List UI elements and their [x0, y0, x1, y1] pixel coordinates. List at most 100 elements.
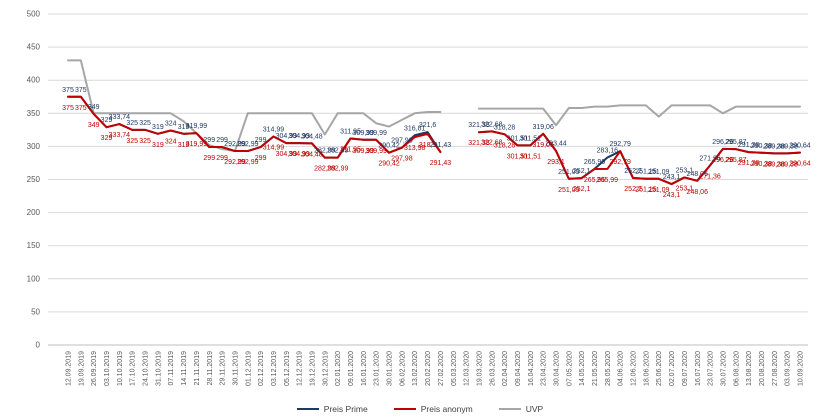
svg-text:325: 325 [139, 138, 151, 145]
svg-text:27.02.2020: 27.02.2020 [438, 351, 445, 386]
svg-text:500: 500 [27, 10, 41, 19]
series-line-preis-anonym [67, 95, 801, 186]
legend-label-preis-anonym: Preis anonym [420, 404, 473, 414]
svg-text:14.05.2020: 14.05.2020 [579, 351, 586, 386]
svg-text:325: 325 [126, 138, 138, 145]
svg-text:251,09: 251,09 [558, 169, 580, 176]
svg-text:324: 324 [165, 121, 177, 128]
svg-text:299: 299 [255, 155, 267, 162]
svg-text:319: 319 [152, 142, 164, 149]
svg-text:03.10.2019: 03.10.2019 [104, 351, 111, 386]
svg-text:20.02.2020: 20.02.2020 [425, 351, 432, 386]
svg-text:319: 319 [178, 142, 190, 149]
legend-item-uvp: UVP [498, 404, 544, 414]
legend-item-preis-prime: Preis Prime [296, 404, 368, 414]
svg-text:350: 350 [27, 109, 41, 118]
svg-text:289,38: 289,38 [776, 161, 798, 168]
svg-text:301,51: 301,51 [520, 153, 542, 160]
svg-text:07.05.2020: 07.05.2020 [566, 351, 573, 386]
svg-text:375: 375 [62, 87, 74, 94]
svg-text:299: 299 [203, 155, 215, 162]
svg-text:309,99: 309,99 [365, 130, 387, 137]
svg-text:318,28: 318,28 [494, 124, 516, 131]
svg-text:296,26: 296,26 [712, 157, 734, 164]
svg-text:282,99: 282,99 [327, 166, 349, 173]
svg-text:251,09: 251,09 [558, 187, 580, 194]
svg-text:319: 319 [152, 124, 164, 131]
svg-text:21.11.2019: 21.11.2019 [194, 351, 201, 386]
svg-text:282,99: 282,99 [314, 166, 336, 173]
svg-text:16.01.2020: 16.01.2020 [361, 351, 368, 386]
svg-text:30.07.2020: 30.07.2020 [720, 351, 727, 386]
svg-text:07.11.2019: 07.11.2019 [168, 351, 175, 386]
legend-swatch-preis-prime-line [296, 408, 319, 410]
svg-text:325: 325 [139, 120, 151, 127]
svg-text:289,38: 289,38 [764, 161, 786, 168]
svg-text:252,1: 252,1 [573, 186, 591, 193]
svg-text:03.12.2019: 03.12.2019 [271, 351, 278, 386]
svg-text:291,43: 291,43 [430, 160, 452, 167]
svg-text:282,99: 282,99 [314, 148, 336, 155]
svg-text:301,51: 301,51 [507, 135, 529, 142]
svg-text:316,81: 316,81 [404, 125, 426, 132]
svg-text:28.05.2020: 28.05.2020 [605, 351, 612, 386]
legend-label-uvp: UVP [525, 404, 544, 414]
chart-legend: Preis Prime Preis anonym UVP [0, 404, 840, 414]
svg-text:293,44: 293,44 [545, 141, 567, 148]
svg-text:292,99: 292,99 [224, 141, 246, 148]
svg-text:450: 450 [27, 43, 41, 52]
svg-text:301,51: 301,51 [520, 135, 542, 142]
svg-text:252,1: 252,1 [573, 168, 591, 175]
svg-text:12.12.2019: 12.12.2019 [297, 351, 304, 386]
svg-text:292,79: 292,79 [609, 141, 631, 148]
svg-text:200: 200 [27, 208, 41, 217]
svg-text:03.09.2020: 03.09.2020 [785, 351, 792, 386]
svg-text:248,06: 248,06 [687, 171, 709, 178]
svg-text:297,98: 297,98 [391, 138, 413, 145]
svg-text:28.11.2019: 28.11.2019 [207, 351, 214, 386]
svg-text:290,38: 290,38 [751, 143, 773, 150]
svg-text:25.06.2020: 25.06.2020 [656, 351, 663, 386]
svg-text:292,99: 292,99 [237, 141, 259, 148]
svg-text:16.07.2020: 16.07.2020 [695, 351, 702, 386]
svg-text:13.08.2020: 13.08.2020 [746, 351, 753, 386]
svg-text:318,28: 318,28 [494, 142, 516, 149]
svg-text:324: 324 [165, 139, 177, 146]
svg-text:304,99: 304,99 [288, 133, 310, 140]
x-axis-tick-labels: 12.09.2019 19.09.2019 26.09.2019 03.10.2019… [66, 351, 805, 386]
svg-text:311,95: 311,95 [340, 128, 361, 135]
svg-text:31.10.2019: 31.10.2019 [155, 351, 162, 386]
svg-text:09.01.2020: 09.01.2020 [348, 351, 355, 386]
svg-text:251,15: 251,15 [635, 169, 657, 176]
svg-text:19.09.2019: 19.09.2019 [78, 351, 85, 386]
svg-text:291,38: 291,38 [738, 142, 760, 149]
svg-text:248,06: 248,06 [687, 189, 709, 196]
svg-text:322,68: 322,68 [481, 121, 503, 128]
svg-text:290,64: 290,64 [789, 143, 811, 150]
svg-text:349: 349 [88, 122, 100, 129]
svg-text:375: 375 [75, 87, 87, 94]
svg-text:01.12.2019: 01.12.2019 [245, 351, 252, 386]
svg-text:304,99: 304,99 [276, 151, 298, 158]
svg-text:314,99: 314,99 [263, 144, 285, 151]
svg-text:329: 329 [101, 135, 113, 142]
svg-text:252,2: 252,2 [624, 186, 642, 193]
svg-text:289,38: 289,38 [776, 143, 798, 150]
svg-text:265,99: 265,99 [597, 177, 619, 184]
svg-text:16.04.2020: 16.04.2020 [528, 351, 535, 386]
svg-text:300: 300 [27, 142, 41, 151]
svg-text:251,09: 251,09 [648, 169, 670, 176]
svg-text:20.08.2020: 20.08.2020 [759, 351, 766, 386]
svg-text:349: 349 [88, 104, 100, 111]
svg-text:12.09.2019: 12.09.2019 [66, 351, 73, 386]
svg-text:0: 0 [36, 341, 41, 350]
svg-text:250: 250 [27, 175, 41, 184]
svg-text:10.09.2020: 10.09.2020 [798, 351, 805, 386]
svg-text:23.04.2020: 23.04.2020 [541, 351, 548, 386]
svg-text:299: 299 [216, 137, 228, 144]
svg-text:289,38: 289,38 [764, 143, 786, 150]
legend-item-preis-anonym: Preis anonym [393, 404, 473, 414]
